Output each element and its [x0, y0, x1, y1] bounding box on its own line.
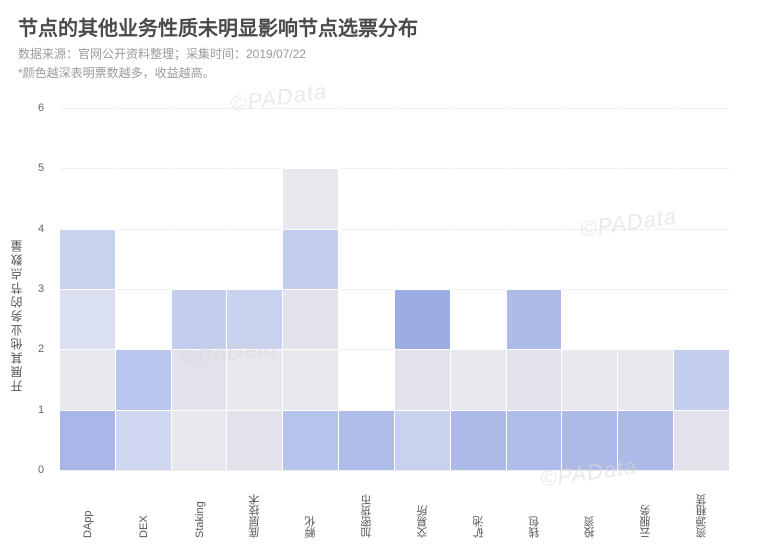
x-tick-label: 投资 — [562, 478, 618, 538]
heatmap-cell — [451, 349, 507, 409]
heatmap-cell — [172, 349, 228, 409]
y-axis-label: 开展其他业务的节点数量 — [8, 238, 25, 392]
heatmap-cell — [507, 349, 563, 409]
x-tick-label: 云服务 — [618, 478, 674, 538]
chart-column — [60, 90, 116, 470]
chart-note: *颜色越深表明票数越多，收益越高。 — [18, 64, 742, 81]
x-tick-label: 资源租赁 — [674, 478, 730, 538]
heatmap-cell — [283, 229, 339, 289]
x-tick-label: 孵化 — [283, 478, 339, 538]
heatmap-cell — [283, 349, 339, 409]
y-tick: 0 — [38, 464, 44, 476]
x-tick-label: DEX — [116, 478, 172, 538]
heatmap-cell — [116, 410, 172, 470]
heatmap-cell — [283, 410, 339, 470]
y-tick: 1 — [38, 404, 44, 416]
heatmap-cell — [395, 289, 451, 349]
heatmap-cell — [227, 410, 283, 470]
heatmap-cell — [618, 349, 674, 409]
heatmap-cell — [60, 410, 116, 470]
heatmap-cell — [562, 349, 618, 409]
heatmap-cell — [562, 410, 618, 470]
x-axis-labels: DAppDEXStaking底层技术孵化加密货币交易所矿池钱包投资云服务资源租赁 — [60, 478, 730, 538]
y-tick: 4 — [38, 223, 44, 235]
heatmap-cell — [618, 410, 674, 470]
heatmap-cell — [507, 410, 563, 470]
y-tick: 5 — [38, 162, 44, 174]
chart-area: 开展其他业务的节点数量 0123456 DAppDEXStaking底层技术孵化… — [0, 80, 760, 550]
x-tick-label: DApp — [60, 478, 116, 538]
chart-column — [674, 90, 730, 470]
chart-header: 节点的其他业务性质未明显影响节点选票分布 数据来源：官网公开资料整理；采集时间：… — [0, 0, 760, 85]
chart-column — [507, 90, 563, 470]
heatmap-cell — [227, 349, 283, 409]
x-tick-label: 交易所 — [395, 478, 451, 538]
heatmap-cell — [60, 289, 116, 349]
chart-column — [339, 90, 395, 470]
chart-subtitle: 数据来源：官网公开资料整理；采集时间：2019/07/22 — [18, 45, 742, 62]
y-tick: 3 — [38, 283, 44, 295]
plot-area: 0123456 — [60, 90, 730, 470]
heatmap-cell — [283, 168, 339, 228]
heatmap-cell — [116, 349, 172, 409]
chart-column — [283, 90, 339, 470]
chart-title: 节点的其他业务性质未明显影响节点选票分布 — [18, 12, 742, 41]
heatmap-cell — [172, 410, 228, 470]
x-tick-label: Staking — [172, 478, 228, 538]
heatmap-cell — [451, 410, 507, 470]
heatmap-cell — [395, 349, 451, 409]
heatmap-cell — [283, 289, 339, 349]
chart-column — [451, 90, 507, 470]
heatmap-cell — [172, 289, 228, 349]
heatmap-cell — [227, 289, 283, 349]
chart-column — [395, 90, 451, 470]
chart-column — [227, 90, 283, 470]
heatmap-cell — [507, 289, 563, 349]
x-tick-label: 加密货币 — [339, 478, 395, 538]
chart-column — [172, 90, 228, 470]
heatmap-cell — [339, 410, 395, 470]
x-tick-label: 钱包 — [507, 478, 563, 538]
grid-line — [60, 470, 730, 471]
chart-column — [562, 90, 618, 470]
chart-column — [618, 90, 674, 470]
chart-column — [116, 90, 172, 470]
x-tick-label: 底层技术 — [227, 478, 283, 538]
x-tick-label: 矿池 — [451, 478, 507, 538]
heatmap-cell — [674, 349, 730, 409]
heatmap-cell — [395, 410, 451, 470]
heatmap-cell — [60, 229, 116, 289]
heatmap-cell — [60, 349, 116, 409]
y-tick: 6 — [38, 102, 44, 114]
y-tick: 2 — [38, 343, 44, 355]
heatmap-cell — [674, 410, 730, 470]
